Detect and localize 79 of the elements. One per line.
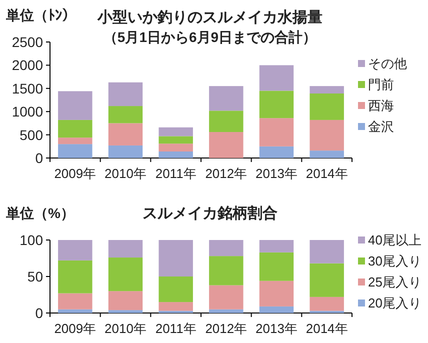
x-tick-label: 2009年 xyxy=(54,166,96,181)
bar xyxy=(58,138,92,144)
y-tick-label: 2000 xyxy=(12,57,44,74)
bar xyxy=(158,152,193,158)
bar xyxy=(259,146,294,158)
y-axis-title: 単位（%） xyxy=(5,205,74,221)
bar xyxy=(310,296,344,311)
bar xyxy=(310,263,344,297)
bar xyxy=(108,106,143,124)
bar xyxy=(58,91,92,120)
bar xyxy=(310,86,344,94)
y-tick-label: 50 xyxy=(27,268,44,284)
y-tick-label: 2500 xyxy=(12,34,44,50)
bar xyxy=(209,285,244,310)
bar xyxy=(108,258,143,292)
legend-label: 30尾入り xyxy=(368,254,422,268)
bar xyxy=(108,145,143,158)
bar xyxy=(158,127,193,136)
bar xyxy=(259,118,294,146)
bar xyxy=(209,110,244,132)
bar xyxy=(58,309,92,313)
legend-label: 25尾入り xyxy=(368,274,422,290)
bar xyxy=(209,240,244,256)
legend-label: 金沢 xyxy=(368,119,394,134)
bar xyxy=(259,252,294,281)
bar xyxy=(310,240,344,264)
x-tick-label: 2012年 xyxy=(205,166,248,181)
x-tick-label: 2011年 xyxy=(155,321,196,336)
bar xyxy=(108,291,143,310)
bar xyxy=(158,240,193,276)
bar xyxy=(108,82,143,106)
bar xyxy=(209,132,244,158)
x-tick-label: 2014年 xyxy=(306,166,348,181)
x-tick-label: 2013年 xyxy=(256,321,298,336)
bar xyxy=(58,240,92,260)
bar xyxy=(58,144,92,158)
x-tick-label: 2011年 xyxy=(155,166,196,181)
x-tick-label: 2009年 xyxy=(54,321,96,336)
chart-title: 小型いか釣りのスルメイカ水揚量 xyxy=(96,9,322,26)
bar xyxy=(209,256,244,286)
bar xyxy=(58,293,92,310)
bar xyxy=(310,94,344,120)
bar xyxy=(108,123,143,146)
bar xyxy=(209,309,244,313)
bar xyxy=(209,86,244,111)
bar xyxy=(158,136,193,144)
legend-label: 門前 xyxy=(368,77,394,92)
chart-title: スルメイカ銘柄割合 xyxy=(142,205,278,222)
y-tick-label: 1500 xyxy=(12,80,44,96)
x-tick-label: 2014年 xyxy=(306,321,348,336)
x-tick-label: 2012年 xyxy=(205,321,248,336)
legend-label: 西海 xyxy=(368,98,394,113)
y-tick-label: 100 xyxy=(20,232,44,248)
x-tick-label: 2010年 xyxy=(104,166,146,181)
bar xyxy=(58,260,92,294)
bar xyxy=(259,240,294,252)
y-tick-label: 1000 xyxy=(12,104,44,120)
x-tick-label: 2010年 xyxy=(104,321,146,336)
bar xyxy=(158,276,193,302)
bar xyxy=(158,144,193,152)
bar xyxy=(310,120,344,151)
bar xyxy=(259,306,294,313)
legend-label: 20尾入り xyxy=(368,296,422,310)
chart-subtitle: （5月1日から6月9日までの合計） xyxy=(103,29,317,45)
y-tick-label: 0 xyxy=(35,305,44,321)
legend-label: 40尾以上 xyxy=(368,232,422,248)
y-tick-label: 0 xyxy=(35,150,44,166)
bar xyxy=(259,65,294,91)
bar xyxy=(108,240,143,258)
bar xyxy=(158,302,193,311)
y-axis-title: 単位（ﾄﾝ） xyxy=(5,7,76,23)
bar xyxy=(108,310,143,313)
bar xyxy=(58,120,92,138)
bar xyxy=(259,280,294,306)
bar xyxy=(259,90,294,118)
y-tick-label: 500 xyxy=(20,126,44,143)
bar xyxy=(310,150,344,158)
x-tick-label: 2013年 xyxy=(256,166,298,181)
legend-label: その他 xyxy=(368,56,407,71)
